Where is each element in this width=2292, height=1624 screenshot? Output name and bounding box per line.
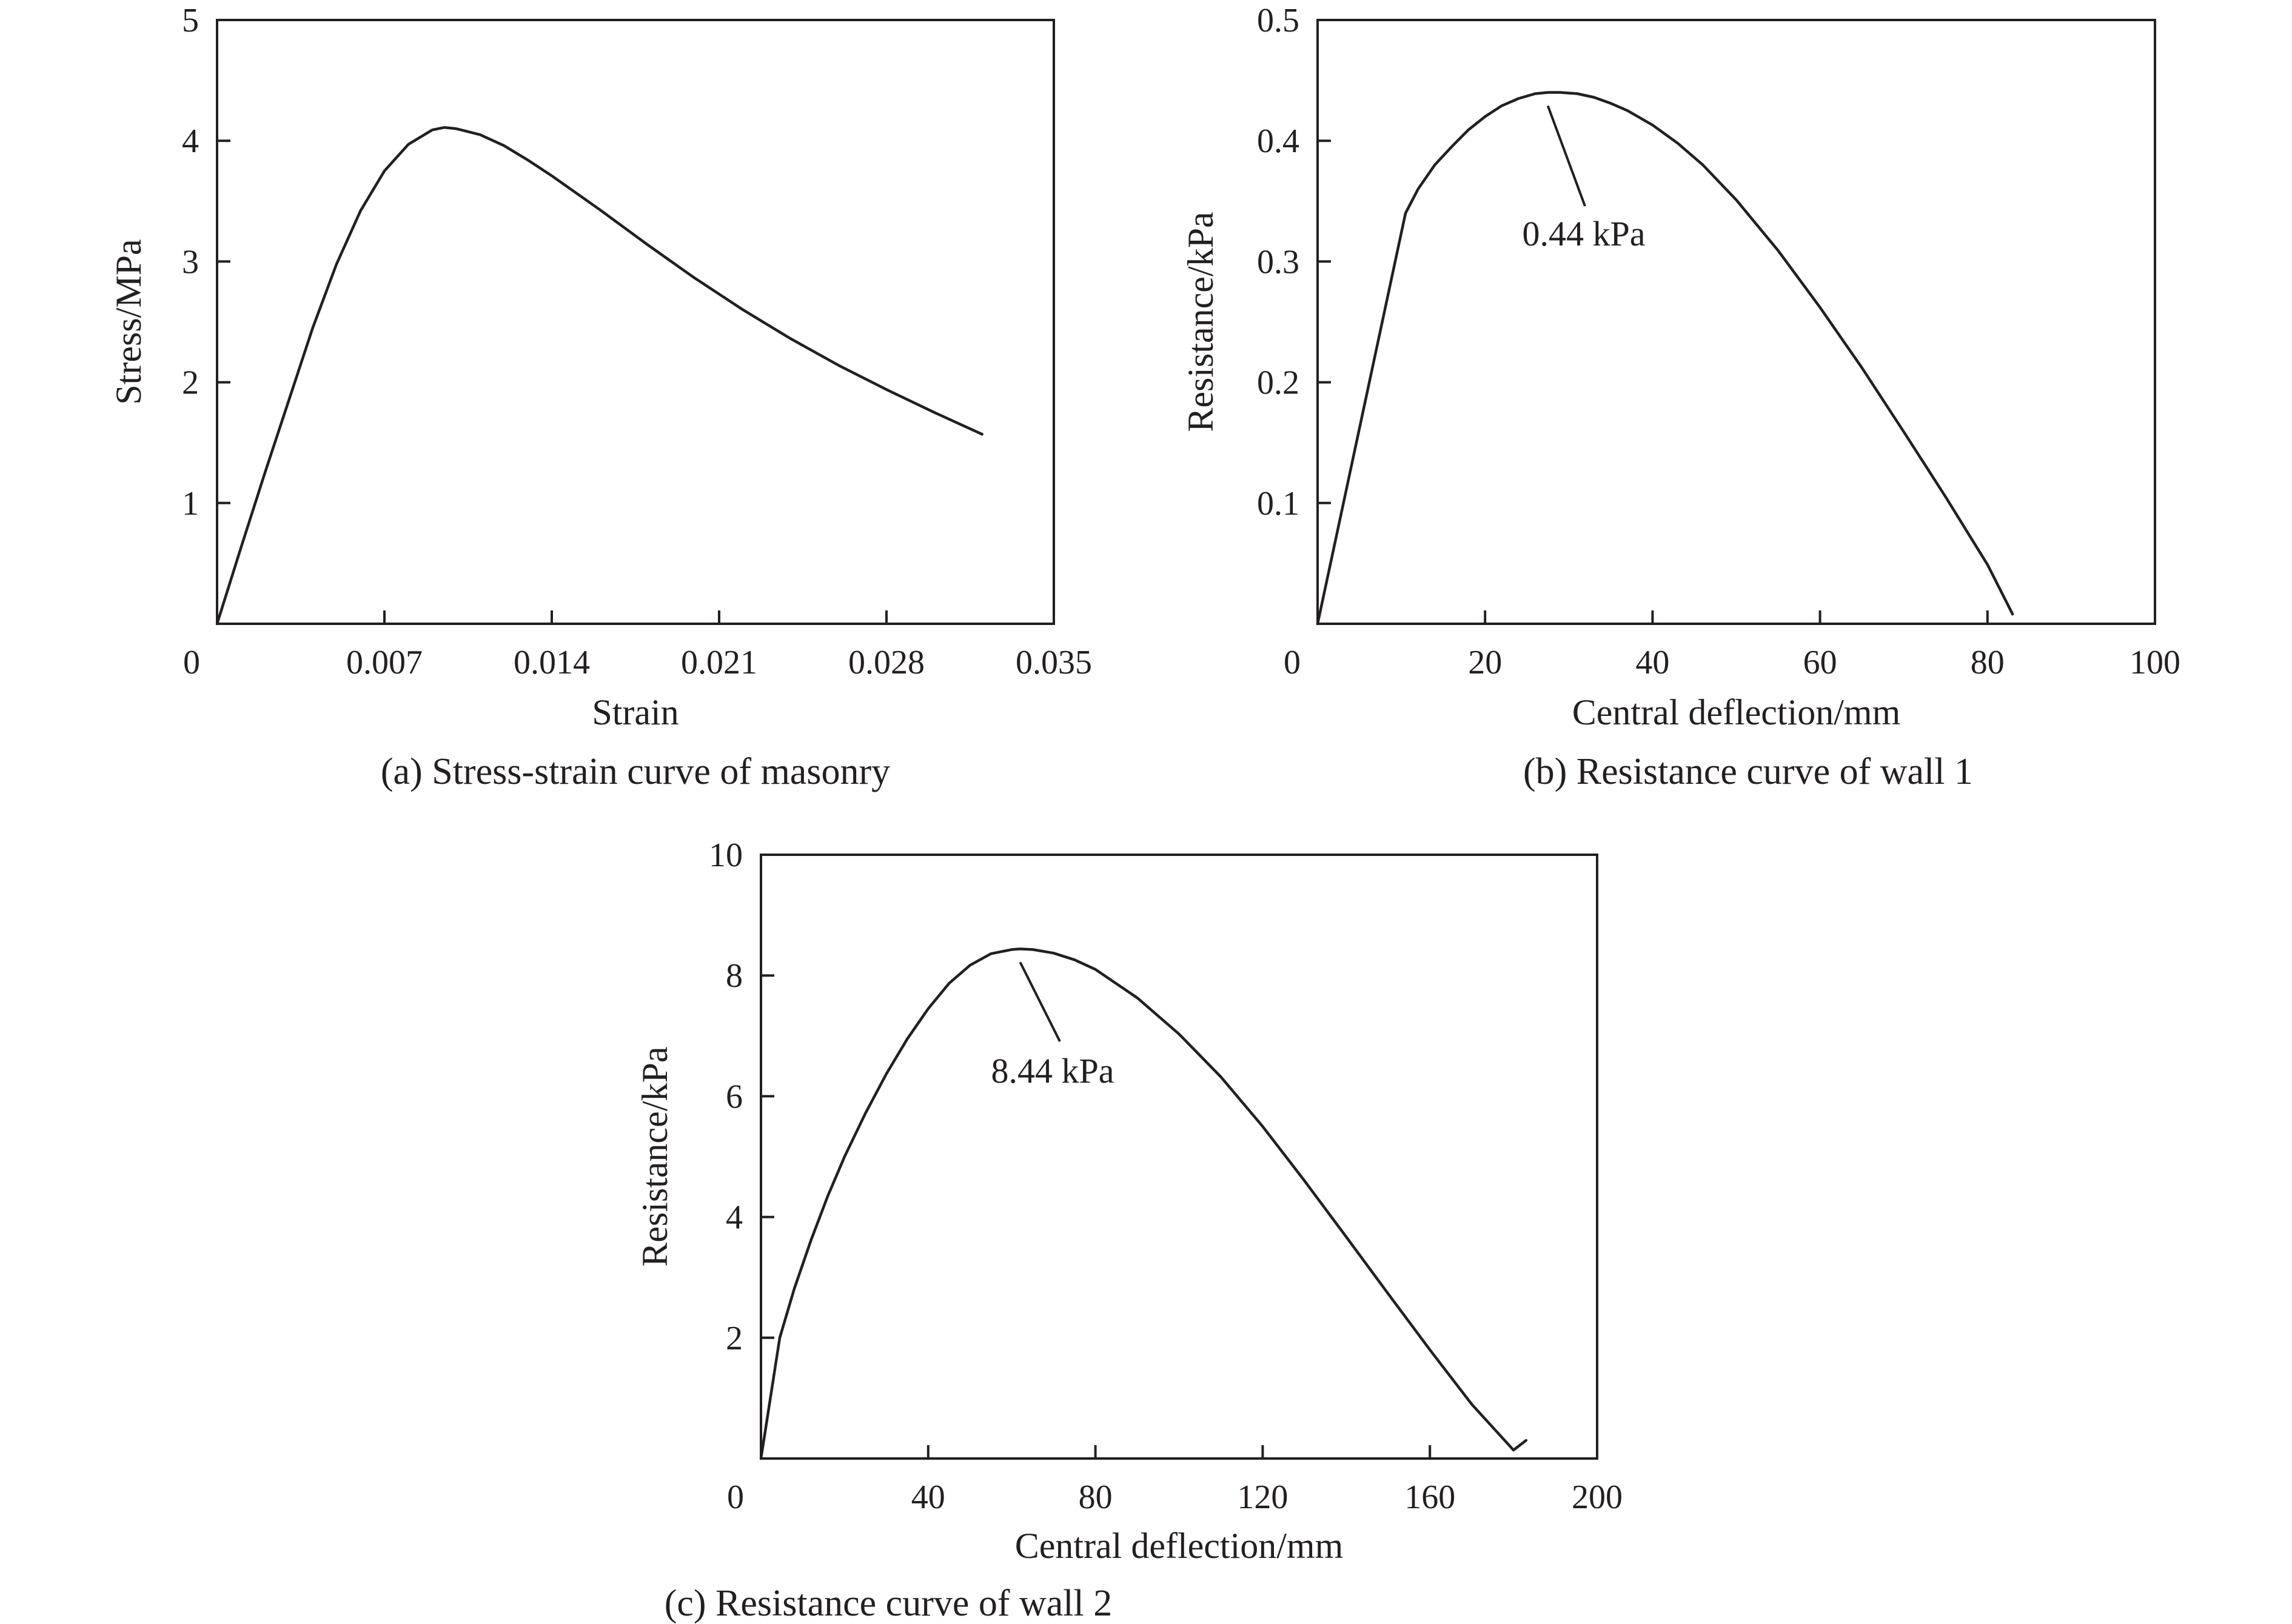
y-axis-title: Stress/MPa — [109, 239, 149, 404]
x-tick-label: 0.028 — [848, 644, 925, 681]
peak-annotation: 8.44 kPa — [991, 1051, 1114, 1091]
x-tick-label: 0.014 — [514, 644, 590, 681]
panel-caption: (a) Stress-strain curve of masonry — [381, 751, 890, 792]
y-tick-label: 0.3 — [1257, 243, 1299, 281]
y-axis-title: Resistance/kPa — [1181, 212, 1221, 432]
panel-caption: (c) Resistance curve of wall 2 — [665, 1583, 1113, 1624]
series-line — [759, 947, 1528, 1460]
y-tick-label: 6 — [726, 1078, 743, 1115]
y-tick-label: 0.5 — [1257, 2, 1299, 39]
x-tick-label: 0.021 — [681, 644, 757, 681]
y-tick-label: 0.4 — [1257, 122, 1299, 160]
x-tick-label: 0 — [727, 1479, 744, 1516]
plot-frame — [1316, 19, 2156, 625]
x-tick-label: 200 — [1572, 1479, 1623, 1516]
y-tick-label: 4 — [726, 1199, 743, 1237]
chart-panel-b: 0 20 40 60 80 100 0.1 0.2 0.3 0.4 0.5 Central defle… — [1181, 2, 2180, 792]
plot-frame — [216, 19, 1055, 625]
x-axis-title: Central deflection/mm — [1572, 692, 1901, 732]
x-tick-label: 40 — [1635, 644, 1669, 681]
chart-panel-a: 0 0.007 0.014 0.021 0.028 0.035 1 2 3 4 5 Strain Str… — [109, 2, 1092, 792]
x-tick-label: 40 — [911, 1479, 945, 1516]
y-tick-label: 8 — [726, 957, 743, 995]
x-tick-label: 0 — [1284, 644, 1301, 681]
x-tick-label: 80 — [1971, 644, 2005, 681]
panel-caption: (b) Resistance curve of wall 1 — [1523, 751, 1973, 792]
x-axis-title: Strain — [592, 692, 679, 732]
y-tick-label: 0.2 — [1257, 364, 1299, 402]
plot-frame — [760, 854, 1598, 1460]
x-tick-label: 100 — [2129, 644, 2180, 681]
peak-annotation: 0.44 kPa — [1523, 214, 1646, 253]
x-tick-label: 60 — [1803, 644, 1837, 681]
y-tick-label: 0.1 — [1257, 485, 1299, 523]
x-tick-label: 160 — [1404, 1479, 1455, 1516]
x-axis-title: Central deflection/mm — [1015, 1526, 1344, 1566]
x-tick-label: 0.035 — [1016, 644, 1092, 681]
y-tick-label: 2 — [182, 364, 199, 402]
x-tick-label: 120 — [1237, 1479, 1288, 1516]
y-tick-label: 5 — [182, 2, 199, 39]
y-tick-label: 4 — [182, 122, 199, 160]
x-tick-label: 0 — [183, 644, 200, 681]
y-tick-label: 10 — [709, 837, 743, 874]
y-tick-label: 1 — [182, 485, 199, 523]
x-tick-label: 0.007 — [346, 644, 423, 681]
x-tick-label: 20 — [1468, 644, 1502, 681]
x-tick-label: 80 — [1079, 1479, 1113, 1516]
y-tick-label: 2 — [726, 1320, 743, 1357]
y-tick-label: 3 — [182, 243, 199, 281]
series-line — [1316, 91, 2014, 626]
series-line — [215, 126, 983, 626]
annotation-leader-line — [1546, 105, 1586, 207]
annotation-leader-line — [1019, 961, 1061, 1042]
chart-panel-c: 0 40 80 120 160 200 2 4 6 8 10 Central deflection/m… — [635, 837, 1623, 1624]
y-axis-title: Resistance/kPa — [635, 1046, 675, 1266]
